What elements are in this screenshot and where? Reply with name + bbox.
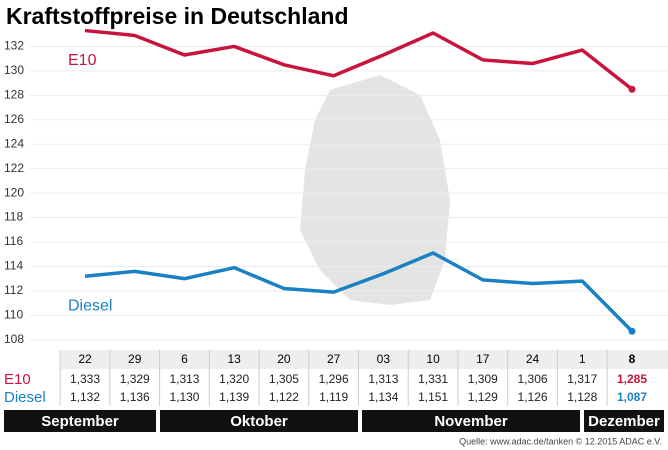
value-label: 1,320	[219, 372, 249, 386]
month-label: November	[434, 413, 508, 430]
value-label: 1,317	[567, 372, 597, 386]
y-tick-label: 110	[4, 308, 23, 322]
month-bar	[584, 410, 664, 432]
value-label: 1,134	[368, 390, 398, 404]
value-label: 1,126	[518, 390, 548, 404]
value-label: 1,313	[169, 372, 199, 386]
value-label: 1,313	[368, 372, 398, 386]
value-label: 1,296	[319, 372, 349, 386]
map-shape	[300, 75, 450, 305]
series-line	[84, 251, 634, 333]
y-tick-label: 120	[4, 185, 24, 199]
value-label: 1,306	[518, 372, 548, 386]
y-tick-label: 124	[4, 136, 24, 150]
x-tick-label: 13	[228, 352, 242, 366]
y-tick-label: 108	[4, 332, 24, 346]
y-tick-label: 116	[4, 234, 23, 248]
x-tick-label: 10	[426, 352, 440, 366]
value-label: 1,119	[319, 390, 348, 404]
x-tick-label: 20	[277, 352, 291, 366]
x-tick-label: 6	[181, 352, 188, 366]
month-bar	[362, 410, 580, 432]
y-tick-label: 114	[4, 259, 23, 273]
value-label: 1,132	[70, 390, 100, 404]
value-label: 1,333	[70, 372, 100, 386]
y-tick-label: 122	[4, 161, 24, 175]
x-tick-label: 03	[377, 352, 391, 366]
value-label: 1,128	[567, 390, 597, 404]
end-point	[628, 85, 636, 93]
x-tick-label: 24	[526, 352, 540, 366]
value-label: 1,305	[269, 372, 299, 386]
value-label: 1,122	[269, 390, 299, 404]
x-tick-label: 17	[476, 352, 490, 366]
x-tick-label: 22	[78, 352, 92, 366]
value-label: 1,087	[617, 390, 647, 404]
x-tick-label: 8	[629, 352, 636, 366]
y-tick-label: 112	[4, 283, 23, 297]
y-tick-label: 118	[4, 210, 23, 224]
month-bar	[160, 410, 358, 432]
series-label: Diesel	[68, 297, 112, 314]
x-tick-label: 1	[579, 352, 586, 366]
x-tick-label: 29	[128, 352, 142, 366]
source: Quelle: www.adac.de/tanken © 12.2015 ADA…	[459, 436, 662, 446]
series-line	[84, 28, 634, 91]
value-label: 1,139	[219, 390, 249, 404]
chart-title: Kraftstoffpreise in Deutschland	[6, 3, 349, 29]
value-label: 1,136	[120, 390, 150, 404]
month-label: September	[41, 413, 119, 430]
month-label: Oktober	[230, 413, 288, 430]
y-tick-label: 130	[4, 63, 24, 77]
y-tick-label: 126	[4, 112, 24, 126]
series-label: E10	[68, 52, 97, 69]
value-label: 1,309	[468, 372, 498, 386]
value-label: 1,331	[418, 372, 448, 386]
value-label: 1,130	[169, 390, 199, 404]
month-label: Dezember	[588, 413, 660, 430]
row-label: E10	[4, 371, 31, 388]
value-label: 1,285	[617, 372, 647, 386]
end-point	[628, 327, 636, 335]
value-label: 1,129	[468, 390, 498, 404]
month-bar	[4, 410, 156, 432]
x-tick-label: 27	[327, 352, 341, 366]
value-label: 1,151	[418, 390, 448, 404]
row-label: Diesel	[4, 389, 46, 406]
y-tick-label: 128	[4, 88, 24, 102]
date-row-bg	[60, 350, 668, 369]
value-label: 1,329	[120, 372, 150, 386]
y-tick-label: 132	[4, 39, 24, 53]
